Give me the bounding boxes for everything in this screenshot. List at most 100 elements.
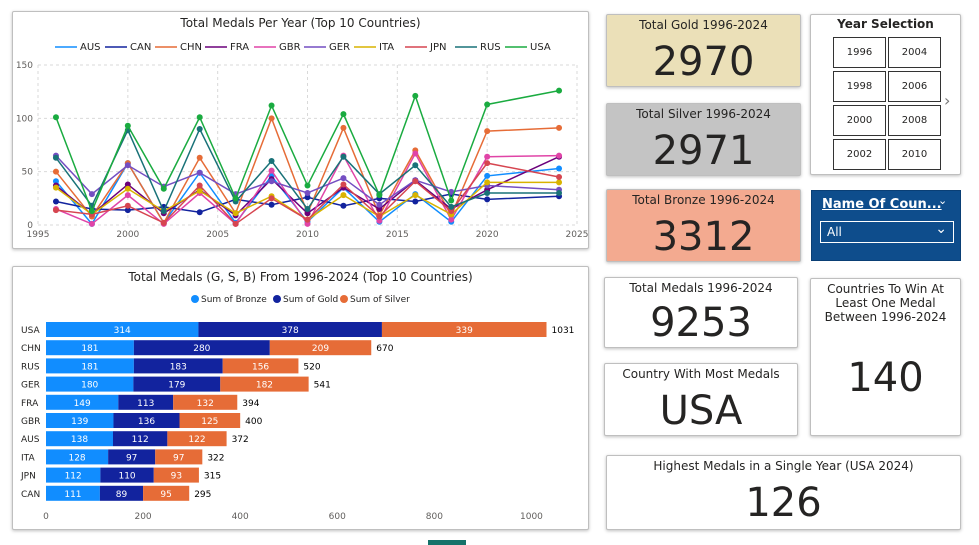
- bar-chart-title: Total Medals (G, S, B) From 1996-2024 (T…: [128, 270, 473, 284]
- x-tick-label: 2020: [476, 230, 499, 240]
- legend-label-jpn: JPN: [429, 42, 446, 53]
- data-point-jpn: [340, 181, 347, 188]
- data-point-jpn: [376, 213, 383, 220]
- year-button-2004[interactable]: 2004: [888, 37, 941, 68]
- year-button-2002[interactable]: 2002: [833, 139, 886, 170]
- category-label: GER: [21, 381, 40, 391]
- country-slicer: Name Of Coun... ⌄ All ⌄: [811, 190, 961, 261]
- year-button-2008[interactable]: 2008: [888, 105, 941, 136]
- x-tick-label: 400: [232, 512, 249, 522]
- kpi-most-medals-country-value: USA: [659, 388, 743, 434]
- bar-segment-sum-of-silver: [222, 358, 299, 374]
- data-point-rus: [340, 153, 347, 160]
- data-point-fra: [124, 181, 131, 188]
- bar-value-label: 93: [171, 472, 182, 482]
- kpi-highest-single-year-title: Highest Medals in a Single Year (USA 202…: [653, 459, 914, 473]
- data-point-fra: [304, 210, 311, 217]
- bar-segment-sum-of-gold: [113, 413, 180, 428]
- data-point-ger: [88, 191, 95, 198]
- bar-segment-sum-of-silver: [153, 467, 199, 483]
- legend-marker-sum-of-gold: [273, 295, 281, 303]
- x-tick-label: 200: [134, 512, 151, 522]
- legend-label-sum-of-bronze: Sum of Bronze: [201, 295, 267, 305]
- line-chart-legend: AUS CAN CHN FRA GBR GER ITA JPN RUS USA: [55, 42, 551, 53]
- line-chart-axes: 0 50 100 150 1995 2000 2005 2010 2015 2020 2025: [16, 61, 589, 240]
- line-chart: AUS CAN CHN FRA GBR GER ITA JPN RUS USA 0 50 100 150…: [16, 42, 589, 240]
- series-line-gbr: [55, 151, 560, 226]
- bar-segment-sum-of-gold: [198, 322, 382, 337]
- category-label: USA: [21, 326, 40, 336]
- bar-segment-sum-of-bronze: [46, 431, 113, 447]
- bar-value-label: 95: [160, 490, 171, 500]
- category-label: JPN: [20, 472, 36, 482]
- kpi-total-silver-title: Total Silver 1996-2024: [636, 107, 771, 121]
- series-line-rus: [55, 127, 560, 213]
- data-point-usa: [160, 185, 167, 192]
- country-dropdown[interactable]: All ⌄: [820, 221, 954, 243]
- data-point-fra: [376, 206, 383, 212]
- series-line-can: [55, 193, 560, 213]
- year-button-2006[interactable]: 2006: [888, 71, 941, 102]
- bar-value-label: 339: [456, 326, 473, 336]
- data-point-rus: [448, 203, 455, 210]
- bar-value-label: 112: [132, 435, 149, 445]
- data-point-rus: [52, 154, 59, 161]
- data-point-ita: [124, 185, 131, 192]
- bar-value-label: 136: [138, 417, 155, 427]
- bar-segment-sum-of-gold: [108, 449, 156, 465]
- page-tab-indicator[interactable]: [428, 540, 466, 545]
- bar-value-label: 139: [71, 417, 88, 427]
- bar-segment-sum-of-bronze: [46, 413, 114, 428]
- country-dropdown-value: All: [827, 225, 842, 239]
- data-point-gbr: [124, 192, 131, 199]
- bar-total-label: 670: [376, 344, 393, 354]
- data-point-can: [268, 201, 275, 208]
- year-button-2000[interactable]: 2000: [833, 105, 886, 136]
- bar-total-label: 315: [204, 472, 221, 482]
- data-point-gbr: [268, 167, 275, 174]
- data-point-jpn: [448, 208, 455, 215]
- bar-segment-sum-of-silver: [167, 431, 227, 447]
- data-point-chn: [340, 124, 347, 131]
- data-point-usa: [484, 101, 491, 108]
- x-tick-label: 1000: [520, 512, 543, 522]
- data-point-chn: [268, 115, 275, 122]
- kpi-highest-single-year: Highest Medals in a Single Year (USA 202…: [606, 455, 961, 530]
- data-point-ita: [196, 187, 203, 194]
- bar-segment-sum-of-silver: [173, 394, 238, 410]
- legend-label-rus: RUS: [480, 42, 501, 53]
- bar-segment-sum-of-silver: [220, 376, 309, 392]
- chevron-down-icon[interactable]: ⌄: [938, 194, 948, 207]
- x-tick-label: 2025: [566, 230, 589, 240]
- line-chart-series: [52, 87, 563, 227]
- y-tick-label: 0: [27, 221, 33, 231]
- data-point-jpn: [52, 207, 59, 214]
- data-point-jpn: [232, 220, 239, 227]
- year-button-1998[interactable]: 1998: [833, 71, 886, 102]
- legend-marker-sum-of-silver: [340, 295, 348, 303]
- dropdown-chevron-icon: ⌄: [935, 221, 947, 237]
- bar-value-label: 183: [170, 362, 187, 372]
- data-point-jpn: [160, 219, 167, 226]
- bar-segment-sum-of-gold: [133, 358, 223, 374]
- legend-label-usa: USA: [530, 42, 551, 53]
- chevron-right-icon[interactable]: ›: [944, 91, 951, 110]
- bar-segment-sum-of-bronze: [46, 376, 134, 392]
- series-line-ger: [55, 155, 560, 206]
- data-point-rus: [268, 158, 275, 164]
- kpi-total-bronze-value: 3312: [652, 214, 755, 260]
- data-point-jpn: [124, 202, 131, 209]
- data-point-ita: [52, 184, 59, 191]
- legend-label-aus: AUS: [80, 42, 101, 53]
- kpi-countries-with-medal: Countries To Win At Least One Medal Betw…: [810, 278, 961, 436]
- year-button-2010[interactable]: 2010: [888, 139, 941, 170]
- bar-chart: Sum of Bronze Sum of Gold Sum of Silver US…: [20, 295, 574, 522]
- series-line-jpn: [55, 162, 560, 225]
- data-point-can: [52, 198, 59, 205]
- kpi-total-medals-value: 9253: [650, 300, 752, 346]
- bar-value-label: 280: [193, 344, 210, 354]
- year-button-1996[interactable]: 1996: [833, 37, 886, 68]
- bar-value-label: 181: [81, 362, 98, 372]
- data-point-jpn: [484, 160, 491, 167]
- data-point-ita: [340, 192, 347, 199]
